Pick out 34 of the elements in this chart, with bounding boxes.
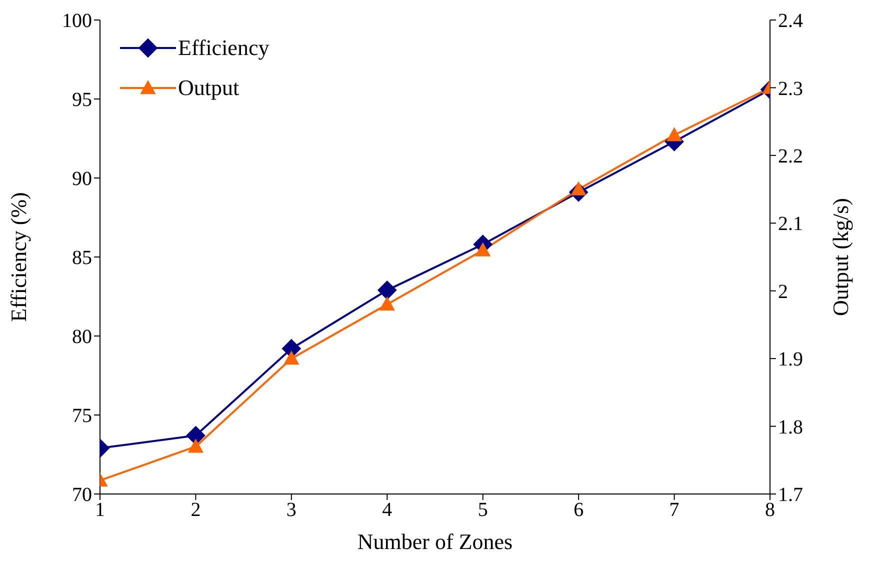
- y-tick-label: 85: [72, 247, 92, 270]
- point: [666, 128, 682, 142]
- x-tick-label: 2: [190, 499, 201, 522]
- y-tick-label: 80: [72, 326, 92, 348]
- y-tick-label: 95: [72, 89, 92, 112]
- y2-tick-label: 1.7: [778, 484, 803, 506]
- y2-tick-label: 2.1: [778, 213, 803, 236]
- legend-label: Output: [178, 75, 240, 101]
- y-axis-title: Efficiency (%): [6, 192, 31, 322]
- y2-tick-label: 1.9: [778, 348, 803, 371]
- y2-tick-label: 1.8: [778, 416, 803, 438]
- legend-label: Efficiency: [178, 35, 270, 61]
- y-tick-label: 75: [72, 405, 92, 428]
- point: [188, 439, 204, 453]
- x-tick-label: 1: [95, 499, 105, 522]
- x-tick-label: 4: [382, 499, 392, 522]
- point: [380, 296, 395, 310]
- y2-tick-label: 2.3: [778, 78, 803, 100]
- y2-axis-title: Output (kg/s): [828, 198, 853, 316]
- x-tick-label: 5: [478, 499, 488, 522]
- y-tick-label: 90: [72, 168, 92, 190]
- y-tick-label: 70: [72, 484, 92, 506]
- x-axis-title: Number of Zones: [357, 529, 513, 554]
- y2-tick-label: 2.4: [778, 10, 803, 32]
- point: [475, 242, 490, 256]
- y-tick-label: 100: [62, 10, 92, 32]
- y2-tick-label: 2.2: [778, 146, 803, 168]
- y2-tick-label: 2: [778, 280, 788, 303]
- x-tick-label: 7: [669, 499, 680, 522]
- point: [284, 351, 299, 365]
- point: [378, 280, 397, 300]
- x-tick-label: 3: [286, 499, 296, 522]
- x-tick-label: 8: [765, 499, 775, 522]
- x-tick-label: 6: [574, 499, 584, 522]
